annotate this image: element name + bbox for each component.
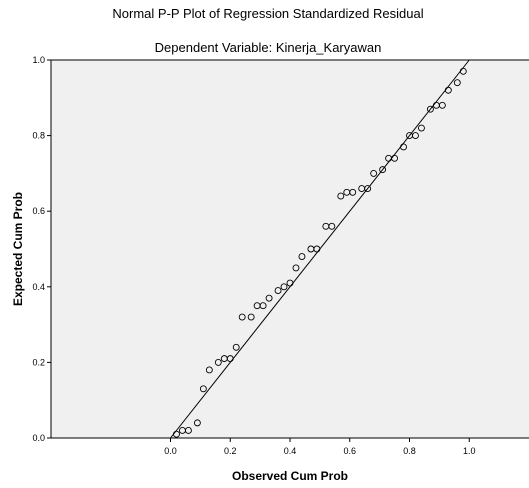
- data-point: [349, 188, 357, 196]
- data-point: [259, 302, 267, 310]
- data-point: [205, 366, 213, 374]
- y-tick-label: 0.8: [32, 131, 45, 141]
- data-point: [184, 426, 192, 434]
- data-point: [214, 358, 222, 366]
- data-point: [444, 86, 452, 94]
- data-point: [391, 154, 399, 162]
- data-point: [426, 105, 434, 113]
- data-point: [173, 430, 180, 438]
- data-point: [280, 283, 288, 291]
- chart-subtitle: Dependent Variable: Kinerja_Karyawan: [155, 40, 382, 55]
- data-point: [313, 245, 321, 253]
- y-tick-label: 0.2: [32, 357, 45, 367]
- data-point: [247, 313, 255, 321]
- data-point: [412, 132, 419, 140]
- chart-title: Normal P-P Plot of Regression Standardiz…: [112, 6, 423, 21]
- data-point: [226, 355, 234, 363]
- x-tick-label: 0.2: [224, 446, 237, 456]
- y-axis-label: Expected Cum Prob: [11, 192, 25, 306]
- data-point: [286, 279, 294, 287]
- y-axis-ticks: 0.0 0.2 0.4 0.6 0.8 1.0: [32, 55, 51, 443]
- x-axis-label: Observed Cum Prob: [232, 469, 348, 483]
- x-tick-label: 0.0: [164, 446, 177, 456]
- y-tick-label: 1.0: [32, 55, 45, 65]
- y-tick-label: 0.0: [32, 433, 45, 443]
- data-point: [298, 253, 306, 261]
- data-point: [199, 385, 207, 393]
- plot-area: [51, 60, 529, 438]
- x-tick-label: 0.4: [284, 446, 297, 456]
- data-point: [364, 185, 372, 192]
- x-tick-label: 0.6: [343, 446, 356, 456]
- data-point: [370, 169, 378, 177]
- data-point: [400, 143, 407, 151]
- data-point: [193, 419, 201, 427]
- data-point: [438, 101, 446, 109]
- y-tick-label: 0.4: [32, 282, 45, 292]
- data-point: [337, 192, 345, 200]
- data-point: [379, 166, 387, 174]
- x-tick-label: 0.8: [403, 446, 416, 456]
- data-point: [453, 79, 461, 87]
- data-point: [232, 343, 240, 351]
- y-tick-label: 0.6: [32, 206, 45, 216]
- x-axis-ticks: 0.0 0.2 0.4 0.6 0.8 1.0: [164, 438, 476, 456]
- data-point: [274, 287, 282, 295]
- x-tick-label: 1.0: [463, 446, 476, 456]
- data-point: [418, 124, 425, 132]
- data-point: [265, 294, 273, 302]
- data-point: [459, 67, 467, 75]
- data-points: [173, 67, 467, 438]
- data-point: [238, 313, 246, 321]
- data-point: [328, 222, 336, 230]
- data-point: [292, 264, 300, 272]
